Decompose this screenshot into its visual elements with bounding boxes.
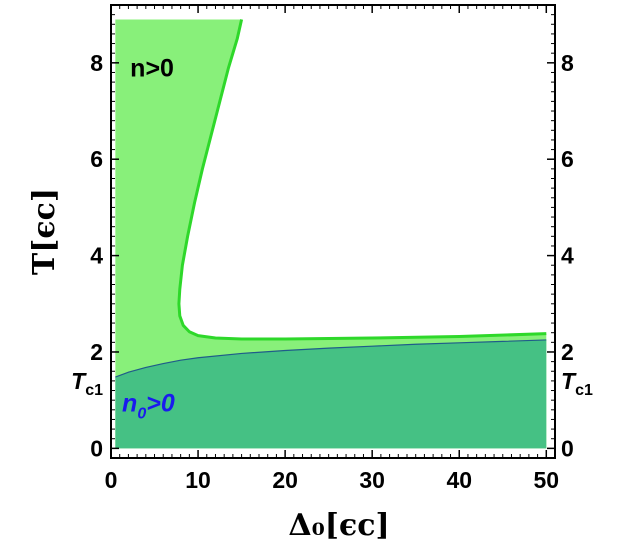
x-tick-label: 0 <box>105 467 118 493</box>
y-tick-label-right: 6 <box>561 146 574 172</box>
region-label-condensate: n0>0 <box>122 390 175 423</box>
x-tick-label: 20 <box>272 467 298 493</box>
y-tick-label: 0 <box>90 435 103 461</box>
normal-region-area <box>115 19 547 449</box>
tc1-label-right-subscript: c1 <box>575 382 593 399</box>
tc1-label-left-subscript: c1 <box>85 382 103 399</box>
regions-layer <box>115 19 547 449</box>
y-tick-label: 4 <box>90 243 103 269</box>
x-tick-label: 50 <box>533 467 559 493</box>
condensate-label-n: n <box>122 390 137 418</box>
condensate-region-boundary-line <box>115 339 547 378</box>
tc1-label-right-main: T <box>561 368 577 394</box>
normal-region-boundary-line <box>177 19 547 341</box>
plot-frame <box>110 4 556 459</box>
y-tick-label-right: 4 <box>561 243 574 269</box>
tc1-label-left: Tc1 <box>71 368 103 399</box>
y-tick-label: 6 <box>90 146 103 172</box>
condensate-region-area <box>115 339 547 449</box>
x-tick-label: 40 <box>446 467 472 493</box>
condensate-label-rest: >0 <box>146 390 175 418</box>
y-tick-label-right: 8 <box>561 50 574 76</box>
x-tick-label: 10 <box>185 467 211 493</box>
condensate-label-subscript: 0 <box>137 406 146 423</box>
tc1-label-right: Tc1 <box>561 368 593 399</box>
y-tick-label: 8 <box>90 50 103 76</box>
y-tick-label: 2 <box>90 339 103 365</box>
x-tick-label: 30 <box>359 467 385 493</box>
y-axis-title: T[ϵc] <box>27 188 62 275</box>
y-tick-label-right: 0 <box>561 435 574 461</box>
x-axis-title: Δ₀[ϵc] <box>288 508 389 543</box>
y-tick-label-right: 2 <box>561 339 574 365</box>
region-label-normal: n>0 <box>130 55 174 83</box>
tc1-label-left-main: T <box>71 368 87 394</box>
